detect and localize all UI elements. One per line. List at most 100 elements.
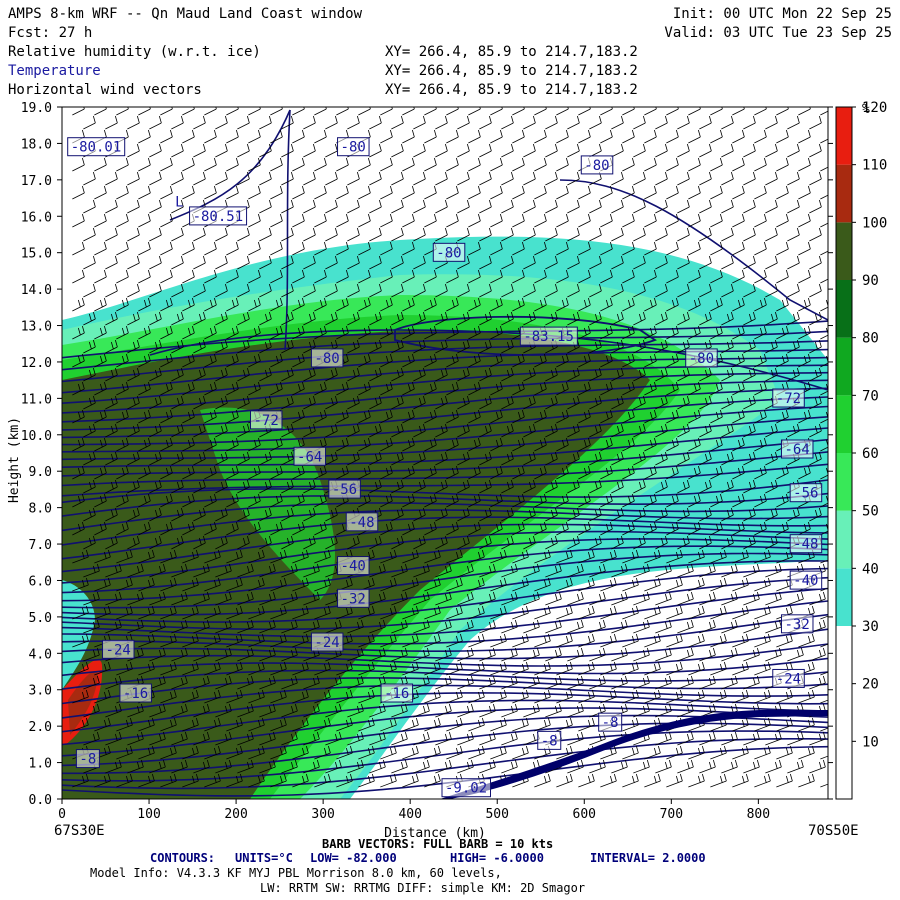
wind-barb: [677, 507, 690, 522]
wind-barb: [336, 465, 349, 480]
wind-barb: [325, 255, 338, 270]
wind-barb: [677, 199, 690, 214]
wind-barb: [149, 451, 162, 466]
contour-low: LOW= -82.000: [310, 851, 397, 865]
wind-barb: [215, 647, 232, 662]
y-tick-label: 3.0: [29, 684, 52, 699]
wind-barb: [611, 591, 628, 606]
wind-barb: [479, 171, 492, 186]
wind-barb: [787, 647, 804, 662]
isotherm-line: [62, 516, 828, 560]
wind-barb: [369, 199, 382, 214]
wind-barb: [633, 311, 646, 326]
wind-barb: [743, 423, 756, 438]
isotherm-line: [62, 330, 828, 371]
isotherm-line: [62, 699, 828, 746]
wind-barb: [655, 451, 668, 466]
x-tick-label: 800: [747, 807, 770, 822]
wind-barb: [424, 773, 441, 788]
wind-barb: [138, 745, 155, 760]
wind-barb: [798, 185, 811, 200]
wind-barb: [380, 745, 397, 760]
wind-barb: [655, 479, 668, 494]
wind-barb: [424, 269, 437, 284]
wind-barb: [765, 563, 782, 578]
wind-barb: [248, 577, 265, 592]
wind-barb: [567, 283, 580, 298]
wind-barb: [688, 661, 705, 676]
wind-barb: [237, 283, 250, 298]
wind-barb: [358, 269, 371, 284]
wind-barb: [226, 353, 239, 368]
wind-barb: [523, 647, 540, 662]
wind-barb: [776, 185, 789, 200]
wind-barb: [699, 115, 712, 130]
wind-barb: [226, 521, 239, 536]
wind-barb: [391, 227, 404, 242]
contour-label-box: [789, 483, 823, 503]
wind-barb: [83, 451, 96, 466]
wind-barb: [325, 451, 338, 466]
wind-barb: [820, 355, 828, 368]
wind-barb: [754, 297, 767, 312]
wind-barb: [358, 437, 371, 452]
wind-barb: [248, 157, 261, 172]
wind-barb: [325, 703, 342, 718]
contour-label-box: [780, 439, 814, 459]
wind-barb: [655, 619, 672, 634]
wind-barb: [809, 143, 822, 158]
wind-barb: [127, 311, 140, 326]
wind-barb: [512, 605, 529, 620]
wind-barb: [270, 353, 283, 368]
wind-barb: [556, 605, 573, 620]
wind-barb: [820, 727, 828, 732]
wind-barb: [226, 325, 239, 340]
wind-barb: [798, 297, 811, 312]
wind-barb: [776, 521, 789, 536]
wind-barb: [435, 703, 452, 718]
wind-barb: [468, 717, 485, 732]
wind-barb: [523, 703, 540, 718]
wind-barb: [611, 115, 624, 130]
wind-barb: [523, 619, 540, 634]
wind-barb: [72, 185, 85, 200]
wind-barb: [171, 171, 184, 186]
wind-barb: [237, 171, 250, 186]
wind-barb: [281, 591, 298, 606]
wind-barb: [380, 353, 393, 368]
contour-label-box: [789, 570, 823, 590]
y-axis: 0.01.02.03.04.05.06.07.08.09.010.011.012…: [21, 101, 833, 808]
wind-barb: [600, 325, 613, 340]
wind-barb: [644, 381, 657, 396]
wind-barb: [314, 185, 327, 200]
wind-barb: [556, 745, 573, 760]
wind-barb: [765, 535, 778, 550]
wind-barb: [611, 423, 624, 438]
wind-barb: [182, 129, 195, 144]
wind-barb: [820, 783, 828, 788]
wind-barb: [204, 269, 217, 284]
init-time: Init: 00 UTC Mon 22 Sep 25: [672, 6, 892, 22]
wind-barb: [248, 241, 261, 256]
wind-barb: [457, 143, 470, 158]
wind-barb: [105, 199, 118, 214]
wind-barb: [556, 493, 569, 508]
wind-barb: [325, 619, 342, 634]
wind-barb: [501, 703, 518, 718]
wind-barb: [754, 325, 767, 340]
wind-barb: [710, 381, 723, 396]
wind-barb: [171, 507, 184, 522]
isotherm-line: [62, 479, 828, 504]
isotherm-line: [169, 109, 291, 221]
wind-barb: [468, 521, 481, 536]
wind-barb: [336, 409, 349, 424]
wind-barb: [765, 479, 778, 494]
barb-legend: BARB VECTORS: FULL BARB = 10 kts: [322, 837, 554, 851]
wind-barb: [666, 437, 679, 452]
y-tick-label: 9.0: [29, 465, 52, 480]
wind-barb: [281, 507, 294, 522]
wind-barb: [479, 451, 492, 466]
wind-barb: [501, 255, 514, 270]
wind-barb: [512, 577, 529, 592]
wind-barb: [259, 619, 276, 634]
